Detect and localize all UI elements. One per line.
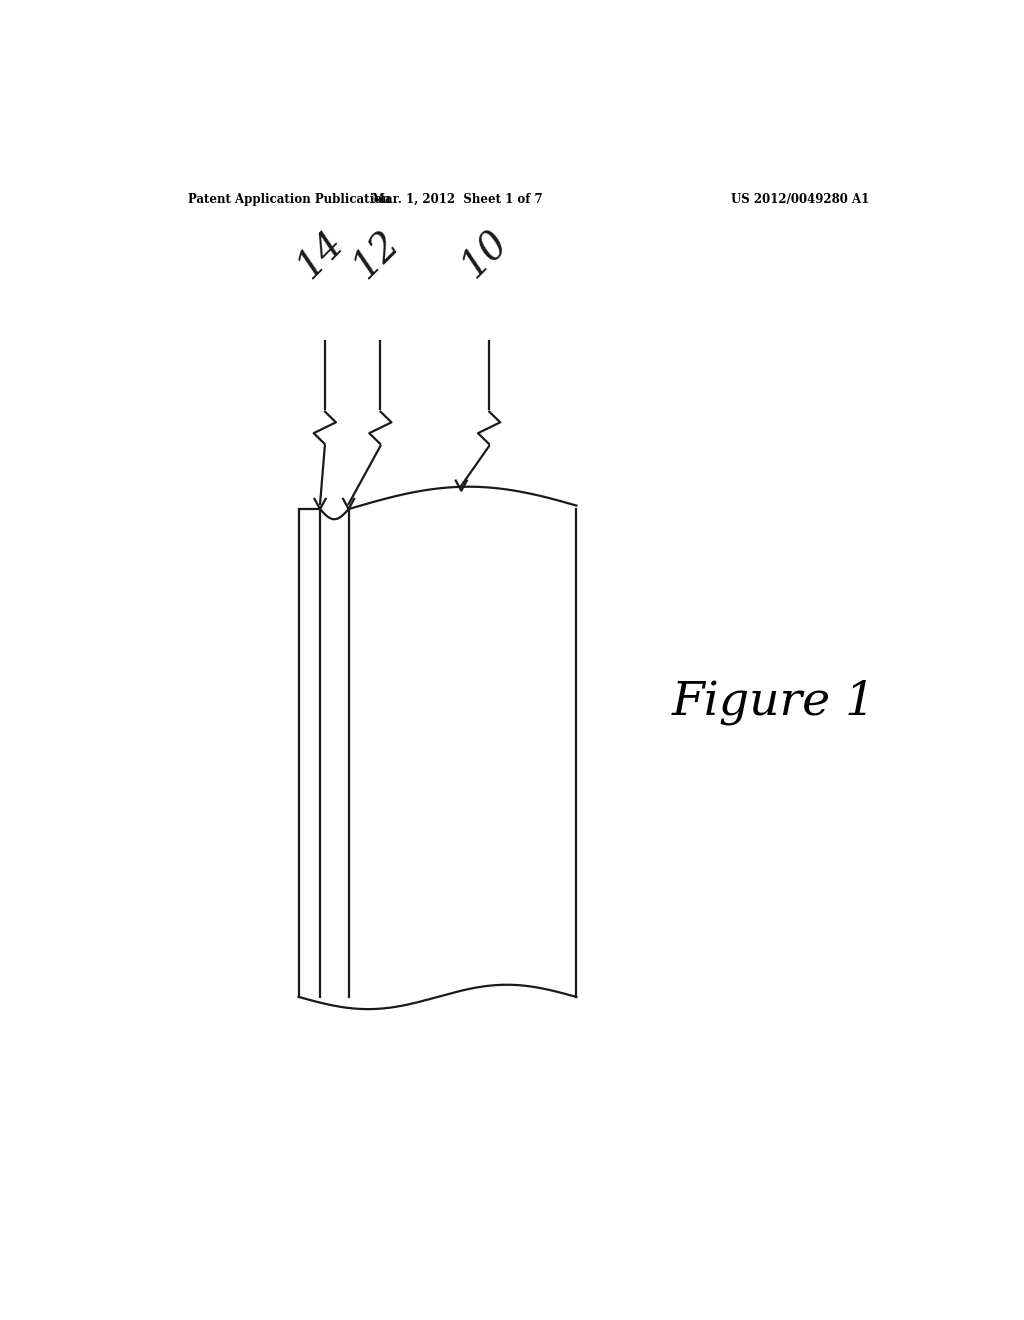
Text: 14: 14 (290, 224, 351, 285)
Text: Patent Application Publication: Patent Application Publication (187, 193, 390, 206)
Text: Figure 1: Figure 1 (672, 680, 876, 725)
Text: 12: 12 (346, 224, 407, 285)
Text: US 2012/0049280 A1: US 2012/0049280 A1 (731, 193, 869, 206)
Text: Mar. 1, 2012  Sheet 1 of 7: Mar. 1, 2012 Sheet 1 of 7 (372, 193, 543, 206)
Text: 10: 10 (455, 224, 516, 285)
